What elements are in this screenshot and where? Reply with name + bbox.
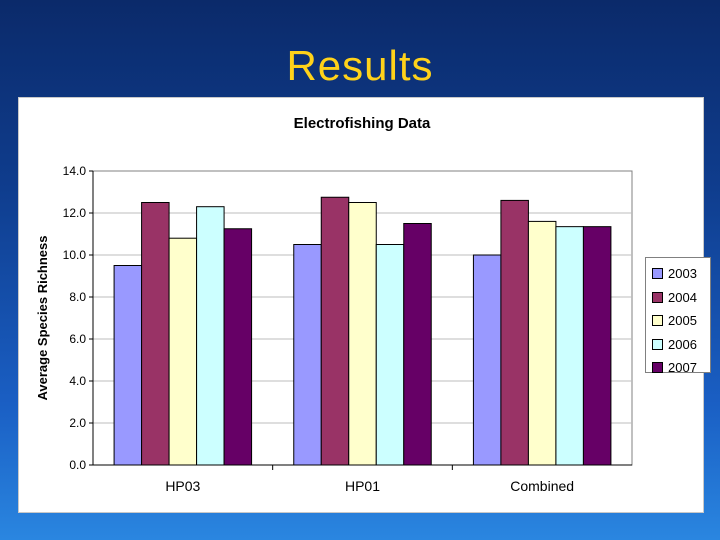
legend-swatch-2004 — [652, 291, 663, 303]
chart-legend: 2003 2004 2005 2006 2007 — [645, 257, 711, 375]
y-tick-label: 4.0 — [69, 374, 86, 388]
legend-label-2006: 2006 — [668, 336, 697, 352]
bar-combined-2006 — [555, 226, 584, 466]
legend-item-2004: 2004 — [652, 286, 710, 310]
legend-swatch-2003 — [652, 268, 663, 280]
bar-hp03-2007 — [223, 228, 253, 466]
y-tick-label: 10.0 — [63, 248, 87, 262]
x-tick-label: HP01 — [345, 478, 380, 494]
legend-item-2003: 2003 — [652, 262, 710, 286]
legend-label-2003: 2003 — [668, 266, 697, 282]
legend-item-2007: 2007 — [652, 356, 710, 380]
bar-hp01-2006 — [375, 244, 405, 466]
legend-label-2007: 2007 — [668, 360, 697, 376]
chart-panel: Electrofishing Data Average Species Rich… — [18, 97, 711, 513]
y-tick-label: 14.0 — [63, 164, 87, 178]
x-tick-label: Combined — [510, 478, 574, 494]
y-tick-label: 0.0 — [69, 458, 86, 472]
bar-chart: Electrofishing Data Average Species Rich… — [35, 115, 633, 494]
bar-combined-2007 — [582, 226, 612, 466]
bar-hp03-2004 — [141, 202, 170, 466]
bar-hp03-2006 — [196, 206, 225, 466]
bar-combined-2003 — [472, 254, 502, 466]
bar-combined-2005 — [527, 220, 557, 466]
legend-label-2004: 2004 — [668, 289, 697, 305]
legend-swatch-2005 — [652, 315, 663, 327]
bar-hp01-2005 — [348, 202, 377, 466]
y-tick-label: 2.0 — [69, 416, 86, 430]
legend-swatch-2006 — [652, 338, 663, 350]
plot-area: 0.0 2.0 4.0 6.0 8.0 10.0 12.0 14.0 HP03 HP01 Combi… — [63, 164, 633, 494]
x-tick-label: HP03 — [165, 478, 200, 494]
bar-hp03-2005 — [168, 237, 198, 466]
legend-item-2005: 2005 — [652, 309, 710, 333]
legend-swatch-2007 — [652, 362, 663, 374]
bar-hp01-2003 — [293, 244, 322, 466]
legend-label-2005: 2005 — [668, 313, 697, 329]
y-tick-label: 8.0 — [69, 290, 86, 304]
chart-title: Electrofishing Data — [294, 115, 431, 132]
bar-hp01-2004 — [320, 196, 350, 466]
slide-title: Results — [286, 42, 434, 89]
bar-hp03-2003 — [113, 265, 143, 466]
y-axis-label: Average Species Richness — [35, 236, 50, 401]
y-tick-label: 12.0 — [63, 206, 87, 220]
bar-combined-2004 — [500, 199, 529, 466]
bar-hp01-2007 — [403, 223, 432, 466]
y-tick-label: 6.0 — [69, 332, 86, 346]
legend-item-2006: 2006 — [652, 333, 710, 357]
